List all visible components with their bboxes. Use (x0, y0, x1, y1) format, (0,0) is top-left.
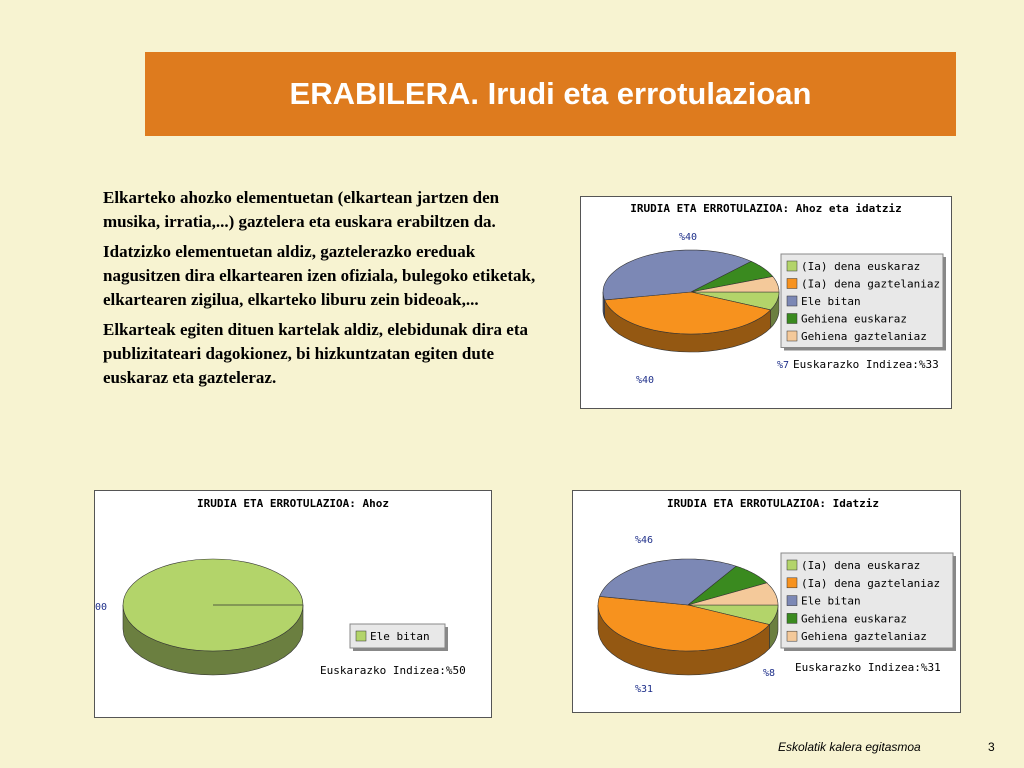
legend-swatch (786, 577, 798, 589)
legend-swatch (786, 295, 798, 307)
legend-swatch (786, 630, 798, 642)
pie-chart-svg: IRUDIA ETA ERROTULAZIOA: Ahoz 00 Ele bitan… (95, 497, 466, 677)
legend-label: Ele bitan (370, 630, 430, 643)
index-note: Euskarazko Indizea:%33 (793, 358, 939, 371)
legend-swatch (786, 595, 798, 606)
legend-swatch (355, 630, 367, 642)
pie-slice (602, 249, 752, 301)
chart-ahoz-eta-idatziz: IRUDIA ETA ERROTULAZIOA: Ahoz eta idatzi… (580, 196, 952, 409)
paragraph-2: Idatzizko elementuetan aldiz, gazteleraz… (103, 242, 536, 309)
slice-label: %7 (777, 360, 789, 371)
legend-box (780, 253, 944, 348)
legend-swatch (786, 278, 798, 289)
legend-label: (Ia) dena euskaraz (801, 559, 920, 572)
legend-swatch (786, 313, 798, 324)
pie-slice (604, 291, 772, 335)
pie-chart-svg: IRUDIA ETA ERROTULAZIOA: Ahoz eta idatzi… (602, 202, 946, 386)
chart-title: IRUDIA ETA ERROTULAZIOA: Ahoz eta idatzi… (630, 202, 902, 215)
pie-top (597, 558, 779, 652)
legend-swatch (786, 260, 798, 272)
pie-slice (690, 261, 774, 293)
legend-label: (Ia) dena euskaraz (801, 260, 920, 273)
slice-label: 00 (95, 602, 107, 613)
legend-swatch (786, 330, 798, 342)
body-text: Elkarteko ahozko elementuetan (elkartean… (103, 186, 543, 396)
pie-slice (690, 291, 780, 311)
legend-label: Gehiena gaztelaniaz (801, 330, 927, 343)
pie-slice (687, 604, 779, 625)
pie-chart-svg: IRUDIA ETA ERROTULAZIOA: Idatziz %46 %31 %8… (597, 497, 956, 695)
pie-slice (690, 276, 780, 293)
legend-box (349, 623, 446, 649)
slice-label: %40 (679, 232, 697, 243)
pie-slice (597, 596, 770, 652)
legend-label: Gehiena euskaraz (801, 612, 907, 625)
slice-label: %31 (635, 684, 653, 695)
pie-slice (687, 582, 779, 606)
legend-label: Gehiena euskaraz (801, 313, 907, 326)
legend-swatch (786, 559, 798, 571)
pie-top (122, 558, 304, 652)
paragraph-1: Elkarteko ahozko elementuetan (elkartean… (103, 188, 500, 231)
footer-text: Eskolatik kalera egitasmoa (778, 740, 921, 754)
index-note: Euskarazko Indizea:%31 (795, 661, 941, 674)
paragraph-3: Elkarteak egiten dituen kartelak aldiz, … (103, 320, 529, 387)
chart-idatziz: IRUDIA ETA ERROTULAZIOA: Idatziz %46 %31 %8… (572, 490, 961, 713)
legend-label: Gehiena gaztelaniaz (801, 630, 927, 643)
page-number: 3 (988, 740, 995, 754)
legend-box (780, 552, 954, 649)
pie-slice (687, 565, 768, 606)
slide-title: ERABILERA. Irudi eta errotulazioan (289, 76, 812, 111)
slice-label: %46 (635, 535, 653, 546)
legend-label: Ele bitan (801, 295, 861, 308)
slice-label: %8 (763, 668, 775, 679)
legend-swatch (786, 613, 798, 624)
index-note: Euskarazko Indizea:%50 (320, 664, 466, 677)
pie-top (602, 249, 780, 335)
legend-label: (Ia) dena gaztelaniaz (801, 577, 940, 590)
chart-title: IRUDIA ETA ERROTULAZIOA: Ahoz (197, 497, 389, 510)
legend-label: Ele bitan (801, 595, 861, 608)
slice-label: %40 (636, 375, 654, 386)
title-bar: ERABILERA. Irudi eta errotulazioan (145, 52, 956, 136)
legend-label: (Ia) dena gaztelaniaz (801, 278, 940, 291)
chart-title: IRUDIA ETA ERROTULAZIOA: Idatziz (667, 497, 879, 510)
chart-ahoz: IRUDIA ETA ERROTULAZIOA: Ahoz 00 Ele bitan… (94, 490, 492, 718)
